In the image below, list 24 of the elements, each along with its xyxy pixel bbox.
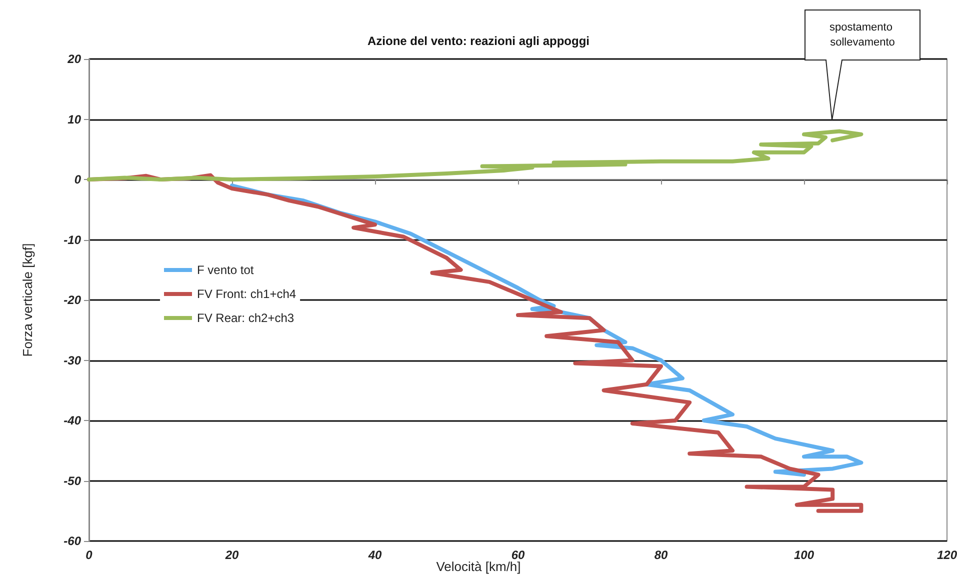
legend-label: FV Front: ch1+ch4	[197, 287, 296, 301]
y-tick-label: -30	[64, 353, 82, 368]
x-axis-title: Velocità [km/h]	[436, 559, 521, 574]
x-tick-label: 80	[654, 548, 668, 562]
chart-title: Azione del vento: reazioni agli appoggi	[367, 34, 590, 48]
x-tick-label: 20	[224, 548, 239, 562]
y-tick-label: -10	[64, 232, 82, 247]
y-tick-label: -50	[64, 474, 82, 488]
x-tick-label: 40	[367, 548, 382, 562]
x-tick-label: 0	[86, 548, 93, 562]
y-tick-label: -20	[64, 293, 82, 307]
y-axis-title: Forza verticale [kgf]	[20, 243, 35, 357]
x-tick-label: 60	[511, 548, 525, 562]
legend-label: FV Rear: ch2+ch3	[197, 311, 294, 325]
y-tick-label: 0	[74, 172, 82, 186]
y-tick-label: 10	[68, 112, 82, 126]
y-tick-label: 20	[66, 52, 82, 66]
legend-label: F vento tot	[197, 263, 254, 277]
y-tick-label: -40	[64, 414, 82, 428]
text: spostamento sollevamento	[829, 22, 896, 48]
line-series	[87, 129, 864, 182]
x-tick-label: 120	[936, 548, 957, 562]
x-tick-label: 100	[794, 548, 814, 562]
y-tick-label: -60	[64, 534, 82, 548]
